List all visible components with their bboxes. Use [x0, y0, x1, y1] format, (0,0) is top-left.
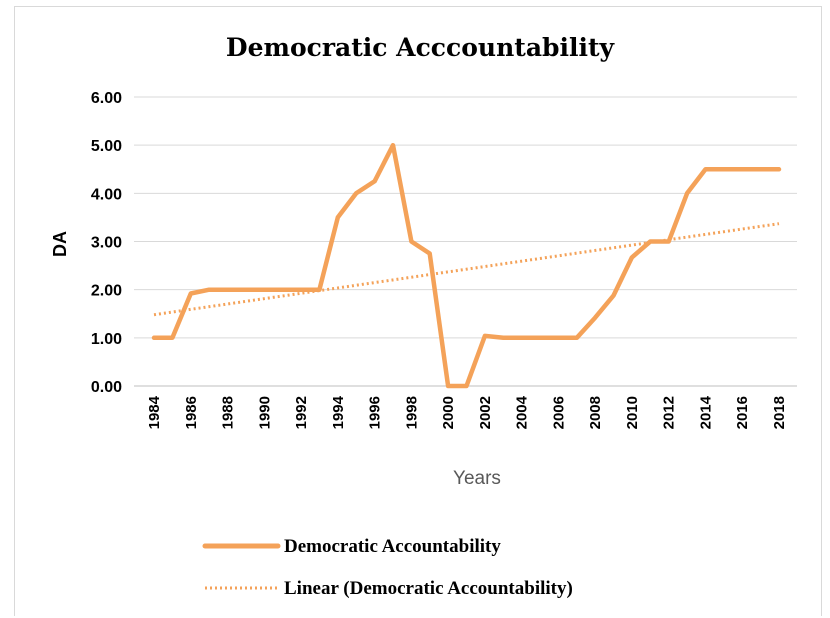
y-axis-ticks: 0.00 1.00 2.00 3.00 4.00 5.00 6.00 [91, 90, 122, 396]
x-tick-label: 2012 [661, 396, 678, 429]
y-tick-label: 5.00 [91, 138, 122, 155]
gridlines [134, 96, 797, 387]
series-line [151, 142, 782, 389]
x-tick-label: 2018 [771, 396, 788, 429]
y-tick-label: 2.00 [91, 283, 122, 300]
x-tick-label: 1998 [403, 396, 420, 429]
y-tick-label: 0.00 [91, 379, 122, 396]
y-axis-label: DA [50, 231, 70, 257]
x-tick-label: 2008 [587, 396, 604, 429]
x-tick-label: 2016 [734, 396, 751, 429]
x-tick-label: 2000 [440, 396, 457, 429]
x-tick-label: 1990 [256, 396, 273, 429]
x-tick-label: 1996 [367, 396, 384, 429]
x-tick-label: 1994 [330, 395, 347, 429]
x-tick-label: 1988 [220, 396, 237, 429]
x-tick-label: 2002 [477, 396, 494, 429]
x-tick-label: 1992 [293, 396, 310, 429]
chart-title: Democratic Acccountability [226, 33, 616, 62]
y-tick-label: 1.00 [91, 331, 122, 348]
x-tick-label: 2010 [624, 396, 641, 429]
series-layer [151, 142, 782, 389]
x-tick-label: 2006 [550, 396, 567, 429]
y-tick-label: 6.00 [91, 90, 122, 107]
chart-frame [14, 6, 822, 616]
legend: Democratic Accountability Linear (Democr… [202, 536, 573, 599]
legend-label-dotted: Linear (Democratic Accountability) [284, 578, 573, 599]
x-axis-label: Years [453, 468, 501, 489]
x-tick-label: 2014 [697, 395, 714, 429]
legend-label-solid: Democratic Accountability [284, 536, 501, 557]
x-tick-label: 1986 [183, 396, 200, 429]
y-tick-label: 3.00 [91, 235, 122, 252]
x-tick-label: 1984 [146, 395, 163, 429]
y-tick-label: 4.00 [91, 186, 122, 203]
trendline [153, 222, 780, 317]
x-tick-label: 2004 [514, 395, 531, 429]
x-axis-ticks: 1984 1986 1988 1990 1992 1994 1996 1998 2000 2002… [146, 395, 788, 429]
